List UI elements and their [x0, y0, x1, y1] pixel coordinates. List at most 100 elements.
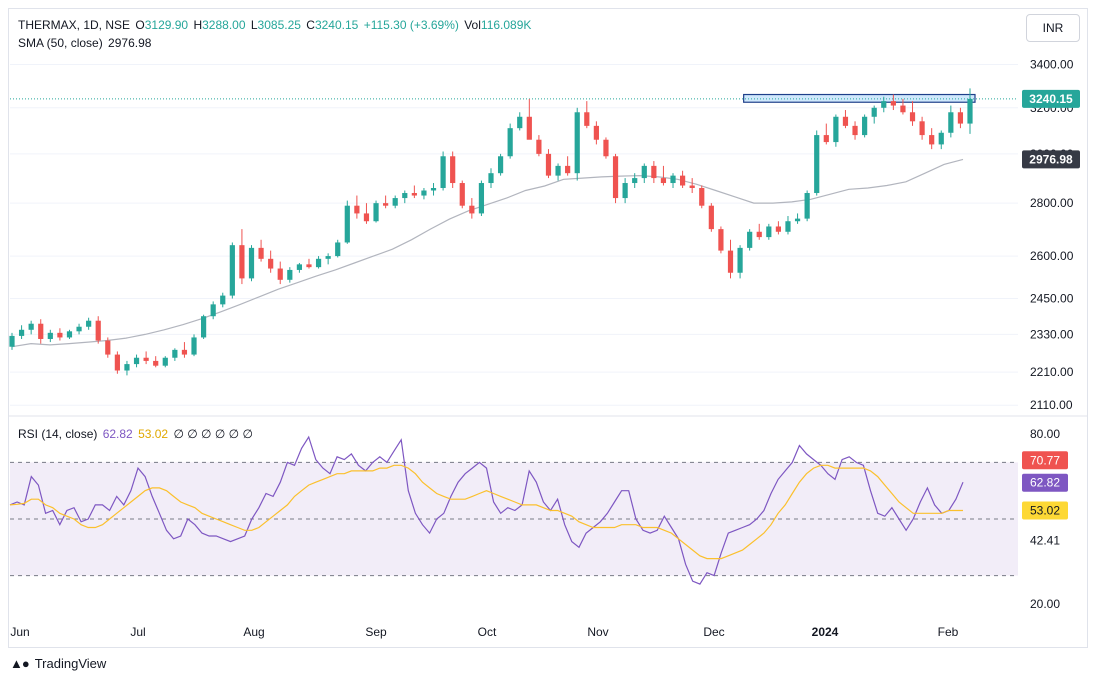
candle-body: [296, 264, 302, 270]
candle-body: [421, 190, 427, 196]
candle-body: [814, 135, 820, 194]
axes-group: 3400.003200.003000.002800.002600.002450.…: [8, 57, 1088, 639]
symbol-text: THERMAX, 1D, NSE: [18, 18, 131, 32]
price-tick-label: 2210.00: [1030, 365, 1074, 379]
candle-body: [469, 205, 475, 214]
candle-body: [517, 116, 523, 129]
candle-body: [229, 245, 235, 296]
candle-body: [66, 331, 73, 338]
candle-body: [354, 205, 360, 214]
candle-body: [890, 101, 896, 106]
candle-body: [124, 364, 130, 371]
candle-body: [191, 337, 197, 355]
rsi-extra-2: ∅: [187, 427, 198, 441]
sma-line-group: [11, 158, 964, 348]
price-tick-label: 2450.00: [1030, 292, 1074, 306]
rsi-gridlines: [10, 461, 1018, 577]
candle-body: [402, 193, 408, 199]
candle-body: [555, 165, 561, 176]
x-tick-label: 2024: [812, 625, 839, 639]
candle-body: [957, 112, 964, 124]
open-value: 3129.90: [144, 18, 189, 32]
candle-body: [488, 173, 494, 184]
candle-body: [162, 357, 168, 366]
candle-body: [105, 340, 111, 355]
candle-body: [57, 332, 63, 338]
candle-body: [929, 135, 935, 145]
candle-body: [383, 203, 389, 206]
price-tick-label: 2600.00: [1030, 249, 1074, 263]
price-tick-label: 3400.00: [1030, 57, 1074, 71]
candle-body: [153, 360, 159, 366]
x-tick-label: Jul: [130, 625, 145, 639]
candle-body: [392, 198, 398, 206]
candle-body: [948, 112, 954, 133]
last-price-label: 3240.15: [1029, 92, 1073, 106]
high-label: H: [193, 18, 203, 32]
rsi-value-label: 62.82: [1030, 476, 1060, 490]
rsi-tick-label: 42.41: [1030, 533, 1060, 547]
candle-body: [603, 139, 609, 157]
low-value: 3085.25: [257, 18, 301, 32]
last-price-label-box: [1022, 89, 1080, 108]
sma-value: 2976.98: [108, 36, 152, 50]
volume-label: Vol: [464, 18, 481, 32]
price-tick-label: 2800.00: [1030, 196, 1074, 210]
rsi-extra-3: ∅: [201, 427, 212, 441]
resistance-zone-group: [10, 93, 1018, 103]
x-tick-label: Dec: [703, 625, 724, 639]
candle-body: [526, 116, 532, 140]
candle-body: [593, 125, 599, 140]
candle-body: [344, 205, 350, 243]
candle-body: [86, 320, 92, 327]
symbol-legend: THERMAX, 1D, NSE O3129.90 H3288.00 L3085…: [18, 18, 531, 32]
price-tick-label: 2110.00: [1030, 398, 1073, 412]
currency-button[interactable]: INR: [1026, 14, 1080, 42]
candle-body: [306, 264, 312, 268]
candle-body: [727, 250, 734, 273]
candle-body: [210, 304, 216, 317]
candle-body: [363, 213, 370, 222]
rsi-upper-label-box: [1022, 451, 1068, 470]
candle-body: [459, 183, 465, 206]
candle-body: [651, 165, 657, 179]
tradingview-logo-icon: ▲●: [10, 656, 30, 671]
candle-body: [871, 107, 877, 117]
candle-body: [680, 175, 686, 186]
candle-body: [47, 332, 53, 339]
candle-body: [967, 98, 973, 124]
candle-body: [804, 193, 810, 219]
candle-body: [277, 268, 283, 280]
candle-body: [18, 329, 25, 336]
x-tick-label: Jun: [10, 625, 29, 639]
rsi-extra-4: ∅: [214, 427, 226, 441]
candle-body: [201, 316, 207, 338]
candle-body: [785, 221, 791, 232]
rsi-label: RSI (14, close): [18, 427, 98, 441]
rsi-ma-label: 53.02: [1030, 503, 1060, 517]
tradingview-brand[interactable]: ▲● TradingView: [10, 656, 106, 671]
candle-body: [708, 205, 714, 230]
candle-body: [28, 323, 34, 330]
price-gridlines: [10, 63, 1018, 406]
rsi-extra-5: ∅: [228, 427, 240, 441]
candle-body: [852, 125, 858, 136]
candle-body: [842, 116, 849, 126]
candle-body: [76, 326, 82, 332]
candle-body: [38, 323, 44, 339]
rsi-tick-label: 80.00: [1030, 427, 1060, 441]
open-label: O: [135, 18, 145, 32]
candle-body: [900, 105, 906, 113]
candle-body: [497, 156, 504, 174]
x-tick-label: Aug: [243, 625, 264, 639]
candle-body: [181, 349, 188, 355]
rsi-extra-6: ∅: [242, 427, 253, 441]
sma-line: [11, 158, 964, 348]
rsi-legend: RSI (14, close) 62.82 53.02 ∅ ∅ ∅ ∅ ∅ ∅: [18, 427, 253, 441]
candle-body: [248, 247, 255, 279]
candle-body: [670, 175, 676, 184]
high-value: 3288.00: [202, 18, 246, 32]
rsi-upper-label: 70.77: [1030, 453, 1060, 467]
